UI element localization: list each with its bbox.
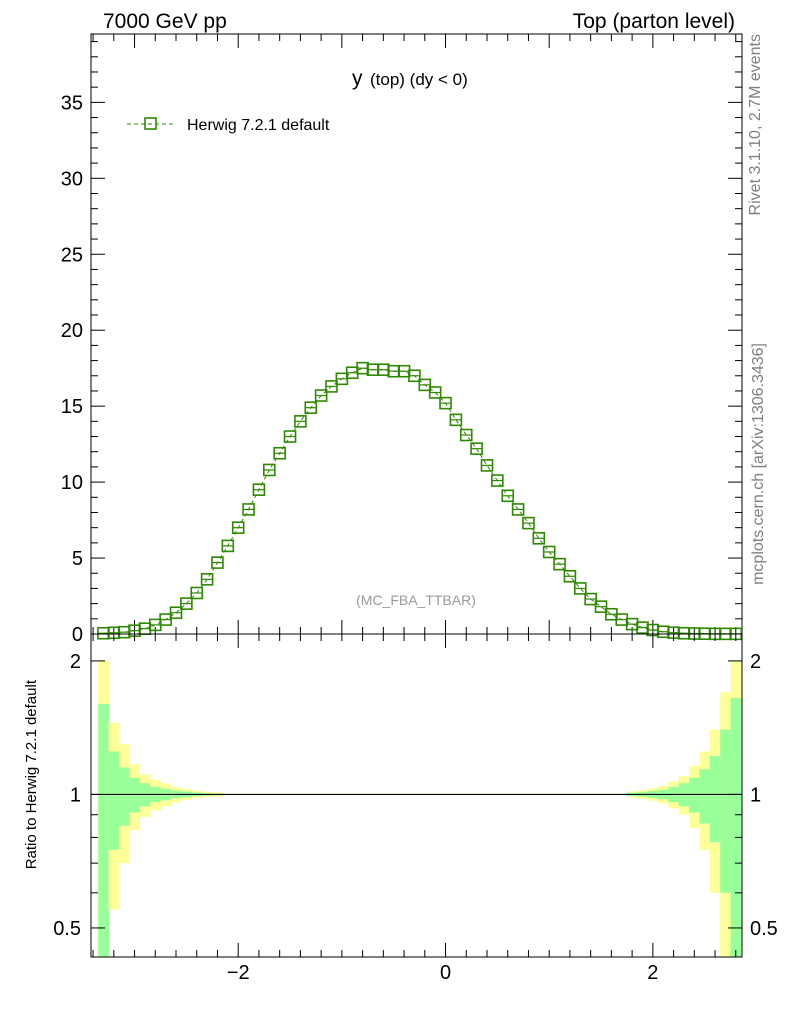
main-plot-y-tick-labels: 0 5 10 15 20 25 30 35 bbox=[61, 92, 83, 646]
x-tick-label: −2 bbox=[227, 962, 250, 984]
data-point bbox=[325, 380, 338, 393]
ratio-bands bbox=[98, 660, 742, 957]
ratio-y-tick-label-right: 2 bbox=[750, 651, 761, 673]
green-band-bin bbox=[108, 751, 120, 850]
green-band-bin bbox=[129, 777, 141, 813]
plot-title-main: y bbox=[352, 67, 363, 90]
data-point bbox=[532, 532, 546, 545]
data-point bbox=[491, 474, 504, 487]
green-band-bin bbox=[730, 697, 742, 957]
data-point bbox=[470, 442, 483, 455]
ratio-plot-panel: 0.5 0.5 1 1 2 2 −2 0 2 Ratio to Herwig 7.2.1 de… bbox=[23, 633, 778, 984]
data-point bbox=[169, 606, 183, 620]
data-point bbox=[231, 521, 245, 534]
side-text-lower: mcplots.cern.ch [arXiv:1306.3436] bbox=[750, 343, 767, 585]
x-tick-label: 2 bbox=[647, 962, 658, 984]
y-tick-label: 25 bbox=[61, 244, 83, 266]
data-point bbox=[542, 545, 556, 559]
ratio-plot-frame bbox=[90, 633, 743, 958]
data-point bbox=[262, 463, 276, 477]
data-point bbox=[180, 597, 193, 610]
data-point bbox=[314, 389, 328, 402]
green-band-bin bbox=[118, 767, 130, 826]
ratio-y-tick-label-right: 1 bbox=[750, 784, 761, 806]
side-text-upper: Rivet 3.1.10, 2.7M events bbox=[747, 34, 764, 215]
ratio-y-tick-label-left: 0.5 bbox=[53, 918, 81, 940]
green-band-bin bbox=[709, 756, 721, 843]
data-point bbox=[200, 573, 214, 586]
header-right: Top (parton level) bbox=[573, 10, 735, 33]
data-point bbox=[294, 415, 307, 428]
green-band-bin bbox=[720, 729, 731, 893]
green-band-bin bbox=[689, 777, 700, 813]
data-point bbox=[553, 557, 566, 571]
legend-label: Herwig 7.2.1 default bbox=[187, 117, 330, 134]
y-tick-label: 15 bbox=[61, 396, 83, 418]
data-point bbox=[480, 459, 494, 472]
data-point bbox=[273, 446, 286, 460]
ratio-plot-ticks bbox=[91, 634, 742, 957]
ratio-y-axis-label: Ratio to Herwig 7.2.1 default bbox=[23, 679, 40, 869]
data-point bbox=[252, 483, 266, 496]
ratio-plot-x-tick-labels: −2 0 2 bbox=[227, 962, 659, 984]
legend: Herwig 7.2.1 default bbox=[127, 117, 330, 134]
data-point bbox=[522, 516, 535, 530]
plot-title-sub: (top) (dy < 0) bbox=[370, 70, 468, 89]
main-plot-panel: 0 5 10 15 20 25 30 35 y (top) (dy < 0) (MC_FBA_… bbox=[61, 33, 743, 646]
data-point bbox=[449, 413, 463, 427]
ratio-y-tick-label-left: 1 bbox=[70, 784, 81, 806]
y-tick-label: 10 bbox=[61, 472, 83, 494]
data-point bbox=[459, 428, 473, 442]
y-tick-label: 20 bbox=[61, 320, 83, 342]
data-point bbox=[221, 539, 235, 553]
data-point bbox=[304, 401, 318, 414]
header-left: 7000 GeV pp bbox=[103, 10, 227, 33]
data-point bbox=[159, 613, 172, 626]
green-band-bin bbox=[98, 703, 109, 957]
data-point bbox=[211, 556, 224, 569]
legend-marker bbox=[144, 117, 157, 130]
ratio-y-tick-label-left: 2 bbox=[70, 651, 81, 673]
series-herwig bbox=[97, 361, 743, 641]
data-point bbox=[418, 378, 432, 392]
data-point bbox=[501, 489, 515, 503]
y-tick-label: 35 bbox=[61, 92, 83, 114]
ratio-y-tick-label-right: 0.5 bbox=[750, 918, 778, 940]
main-plot-ticks bbox=[91, 34, 742, 635]
y-tick-label: 0 bbox=[72, 624, 83, 646]
green-band-bin bbox=[699, 769, 711, 824]
data-point bbox=[563, 569, 577, 583]
data-point bbox=[573, 582, 587, 595]
x-tick-label: 0 bbox=[440, 962, 451, 984]
ratio-plot-y-tick-labels: 0.5 0.5 1 1 2 2 bbox=[53, 651, 778, 940]
watermark: (MC_FBA_TTBAR) bbox=[356, 592, 476, 608]
data-point bbox=[428, 386, 442, 399]
data-point bbox=[190, 586, 204, 600]
y-tick-label: 30 bbox=[61, 168, 83, 190]
data-point bbox=[511, 503, 525, 516]
data-point bbox=[439, 396, 452, 410]
data-point bbox=[242, 503, 255, 516]
data-point bbox=[408, 369, 421, 383]
y-tick-label: 5 bbox=[72, 548, 83, 570]
data-point bbox=[584, 592, 597, 606]
data-point bbox=[283, 430, 297, 443]
data-point bbox=[594, 600, 608, 613]
